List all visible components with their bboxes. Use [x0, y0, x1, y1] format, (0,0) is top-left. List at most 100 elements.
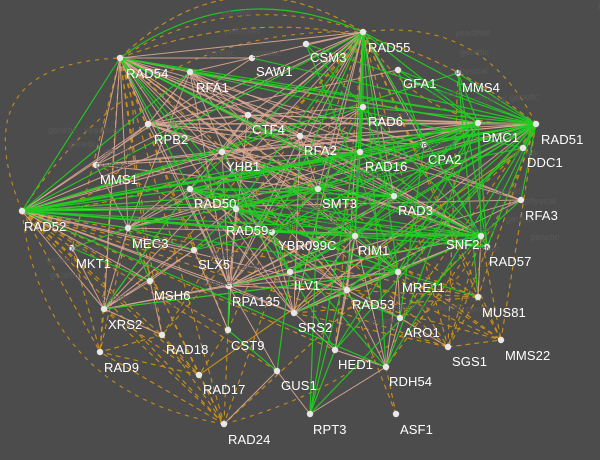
graph-node-rad18[interactable] [158, 331, 166, 339]
graph-node-rad52[interactable] [18, 207, 26, 215]
graph-node-asf1[interactable] [392, 410, 400, 418]
graph-node-rfa1[interactable] [186, 68, 194, 76]
edge-yeastNet [362, 31, 482, 237]
edge-physical [223, 370, 278, 425]
edge-genetic [198, 329, 229, 376]
edge-physical [228, 199, 522, 287]
graph-node-rad55[interactable] [359, 28, 367, 36]
edge-yeastNet [271, 195, 395, 233]
graph-node-snf2[interactable] [477, 232, 485, 240]
graph-node-rpa135[interactable] [225, 282, 233, 290]
graph-node-rad24[interactable] [220, 420, 228, 428]
graph-node-rpb2[interactable] [144, 120, 152, 128]
edge-yeastNet [309, 106, 364, 415]
graph-node-sgs1[interactable] [444, 343, 452, 351]
graph-node-rad51[interactable] [532, 120, 540, 128]
edge-yeastNet [127, 227, 151, 282]
edge-yeastNet [397, 69, 537, 125]
edge-yeastNet [235, 208, 291, 273]
edge-yeastNet [397, 69, 425, 146]
graph-node-csm3[interactable] [302, 40, 310, 48]
graph-node-rad57[interactable] [483, 243, 491, 251]
graph-node-rfa3[interactable] [517, 196, 525, 204]
graph-node-slx5[interactable] [190, 246, 198, 254]
graph-node-gfa1[interactable] [394, 66, 402, 74]
edge-yeastNet [385, 122, 479, 368]
edge-genetic [21, 210, 200, 376]
edge-physical [127, 31, 364, 229]
graph-node-ybr099c[interactable] [268, 228, 276, 236]
edge-yeastNet [289, 123, 537, 273]
graph-node-ilv1[interactable] [286, 268, 294, 276]
graph-node-dmc1[interactable] [474, 119, 482, 127]
edge-yeastNet [189, 188, 482, 237]
graph-node-saw1[interactable] [248, 54, 256, 62]
edge-physical [103, 285, 230, 310]
edge-yeastNet [393, 195, 482, 237]
graph-node-mus81[interactable] [474, 293, 482, 301]
graph-node-rad50[interactable] [186, 185, 194, 193]
edge-genetic [161, 334, 225, 425]
edge-yeastNet [362, 106, 537, 125]
edge-physical [119, 57, 361, 153]
graph-node-msh6[interactable] [146, 277, 154, 285]
edge-physical [247, 31, 364, 116]
graph-node-rad6[interactable] [359, 103, 367, 111]
graph-node-ddc1[interactable] [519, 144, 527, 152]
edge-yeastNet [271, 231, 482, 237]
graph-node-aro1[interactable] [396, 314, 404, 322]
edge-genetic [480, 235, 502, 341]
edge-genetic [149, 31, 364, 282]
edge-physical [149, 249, 195, 282]
edge-yeastNet [359, 122, 479, 153]
graph-node-smt3[interactable] [314, 185, 322, 193]
graph-node-cpa2[interactable] [420, 141, 428, 149]
graph-node-mec3[interactable] [124, 224, 132, 232]
graph-node-mkt1[interactable] [68, 244, 76, 252]
edge-physical [119, 57, 223, 153]
graph-node-xrs2[interactable] [100, 305, 108, 313]
edge-yeastNet [189, 71, 524, 149]
graph-node-mre11[interactable] [394, 268, 402, 276]
edge-physical [276, 370, 311, 415]
graph-node-yhb1[interactable] [218, 148, 226, 156]
edge-physical [346, 289, 401, 319]
edge-physical [293, 31, 364, 314]
graph-node-rad3[interactable] [390, 192, 398, 200]
edge-genetic [119, 57, 163, 336]
graph-node-mms1[interactable] [92, 161, 100, 169]
graph-node-cst9[interactable] [224, 326, 232, 334]
edge-yeastNet [346, 271, 399, 291]
graph-node-ctf4[interactable] [244, 111, 252, 119]
graph-node-srs2[interactable] [290, 309, 298, 317]
graph-node-rad53[interactable] [343, 286, 351, 294]
edge-physical [147, 31, 364, 125]
edge-yeastNet [189, 151, 361, 190]
edge-yeastNet [21, 210, 356, 237]
edge-genetic [385, 366, 397, 415]
graph-node-rad59[interactable] [232, 205, 240, 213]
edge-yeastNet [271, 31, 364, 233]
edge-physical [147, 114, 249, 125]
edge-yeastNet [334, 122, 479, 351]
graph-node-rim1[interactable] [351, 232, 359, 240]
edge-genetic [21, 31, 364, 212]
edge-yeastNet [354, 151, 361, 237]
edge-genetic [71, 247, 101, 353]
edge-genetic [21, 210, 73, 249]
graph-node-mms22[interactable] [497, 336, 505, 344]
graph-node-rad9[interactable] [96, 348, 104, 356]
graph-node-rad54[interactable] [116, 54, 124, 62]
graph-node-mms4[interactable] [454, 69, 462, 77]
edge-physical [147, 123, 425, 146]
graph-node-hed1[interactable] [331, 346, 339, 354]
graph-node-rdh54[interactable] [382, 363, 390, 371]
graph-node-rpt3[interactable] [306, 410, 314, 418]
graph-node-rfa2[interactable] [296, 132, 304, 140]
graph-node-gus1[interactable] [273, 367, 281, 375]
graph-node-rad16[interactable] [356, 148, 364, 156]
graph-node-rad17[interactable] [195, 371, 203, 379]
edge-genetic [198, 374, 225, 425]
